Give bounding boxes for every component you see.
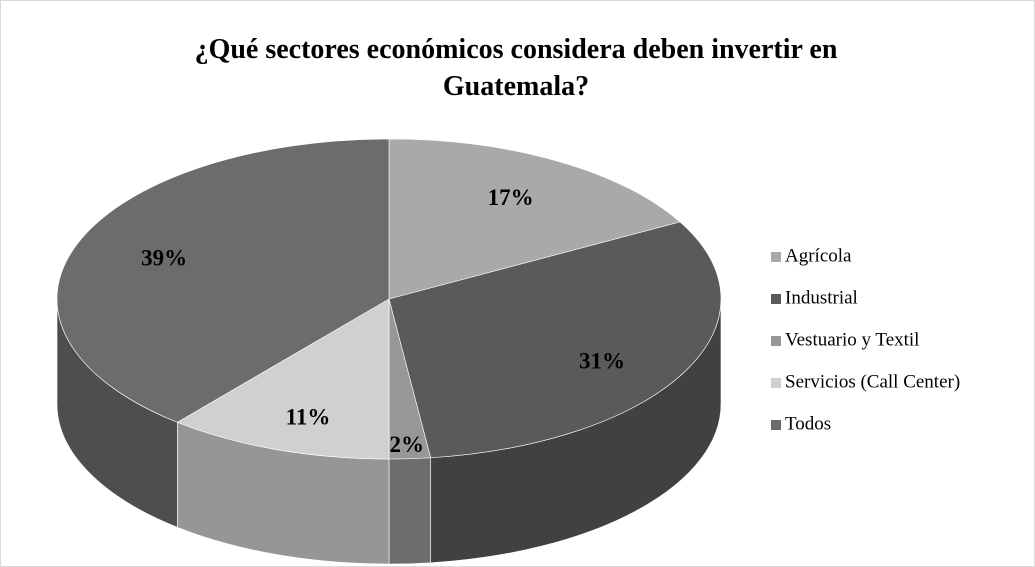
legend-label: Todos [785, 413, 831, 434]
slice [388, 138, 681, 300]
legend-swatch [771, 252, 781, 262]
legend-swatch [771, 420, 781, 430]
slice [176, 298, 390, 460]
data-label: 2% [389, 432, 424, 457]
legend-swatch [771, 378, 781, 388]
slice [388, 221, 722, 459]
legend-label: Agrícola [785, 245, 852, 266]
data-label: 31% [579, 349, 625, 374]
legend-label: Servicios (Call Center) [785, 371, 960, 392]
legend-label: Industrial [785, 287, 858, 308]
legend-label: Vestuario y Textil [785, 329, 919, 350]
legend-swatch [771, 294, 781, 304]
data-label: 17% [488, 185, 534, 210]
data-label: 11% [286, 405, 331, 430]
data-label: 39% [141, 245, 187, 270]
slice-side [388, 457, 431, 565]
slice [56, 138, 390, 423]
chart-title: ¿Qué sectores económicos considera deben… [194, 34, 838, 102]
legend-swatch [771, 336, 781, 346]
